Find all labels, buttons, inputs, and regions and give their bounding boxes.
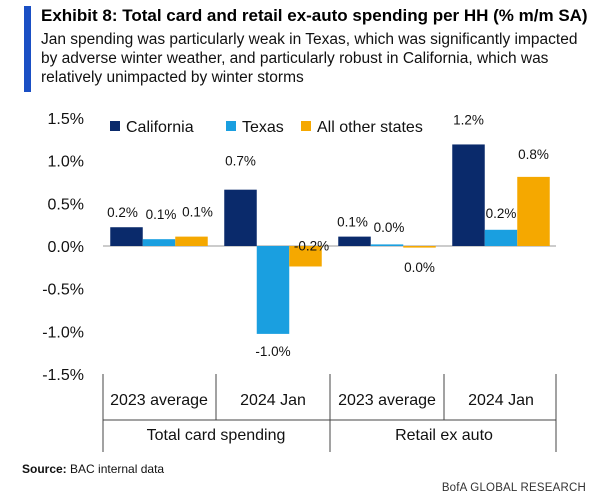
legend-label: All other states bbox=[317, 119, 423, 136]
x-group-label: Retail ex auto bbox=[395, 427, 493, 444]
title-accent-bar bbox=[24, 6, 31, 92]
bar bbox=[175, 236, 208, 246]
y-tick-label: 0.0% bbox=[48, 239, 84, 256]
chart-title: Exhibit 8: Total card and retail ex-auto… bbox=[41, 6, 588, 25]
bar bbox=[142, 239, 176, 246]
bar bbox=[517, 176, 550, 246]
x-tick-label: 2024 Jan bbox=[468, 392, 534, 409]
data-label: 0.1% bbox=[146, 207, 177, 222]
y-tick-label: -1.0% bbox=[42, 324, 84, 341]
legend-swatch bbox=[301, 121, 311, 131]
bar bbox=[224, 189, 257, 246]
data-label: 0.2% bbox=[486, 206, 517, 221]
bar bbox=[370, 244, 404, 246]
y-tick-label: -0.5% bbox=[42, 282, 84, 299]
x-group-label: Total card spending bbox=[147, 427, 286, 444]
data-label: 0.8% bbox=[518, 147, 549, 162]
data-label: 0.2% bbox=[107, 205, 138, 220]
chart-subtitle: Jan spending was particularly weak in Te… bbox=[41, 31, 578, 86]
x-tick-label: 2024 Jan bbox=[240, 392, 306, 409]
source-note: Source: BAC internal data bbox=[22, 462, 164, 476]
data-label: 0.0% bbox=[404, 260, 435, 275]
y-tick-label: -1.5% bbox=[42, 367, 84, 384]
y-tick-label: 0.5% bbox=[48, 196, 84, 213]
legend-swatch bbox=[226, 121, 236, 131]
x-tick-label: 2023 average bbox=[338, 392, 436, 409]
y-tick-label: 1.0% bbox=[48, 154, 84, 171]
bar bbox=[403, 246, 436, 248]
bar bbox=[338, 236, 371, 246]
data-label: 1.2% bbox=[453, 112, 484, 127]
legend-label: Texas bbox=[242, 119, 284, 136]
legend-label: California bbox=[126, 119, 194, 136]
bar bbox=[110, 227, 143, 246]
y-tick-label: 1.5% bbox=[48, 111, 84, 128]
brand-label: BofA GLOBAL RESEARCH bbox=[441, 482, 586, 494]
x-tick-label: 2023 average bbox=[110, 392, 208, 409]
bar bbox=[256, 246, 290, 334]
bar bbox=[289, 246, 322, 267]
data-label: 0.1% bbox=[337, 215, 368, 230]
data-label: 0.1% bbox=[182, 205, 213, 220]
data-label: -0.2% bbox=[294, 238, 329, 253]
bar bbox=[484, 229, 518, 246]
data-label: -1.0% bbox=[255, 344, 290, 359]
source-text: BAC internal data bbox=[70, 462, 165, 476]
source-label: Source: bbox=[22, 462, 67, 476]
legend-swatch bbox=[110, 121, 120, 131]
data-label: 0.0% bbox=[374, 220, 405, 235]
data-label: 0.7% bbox=[225, 154, 256, 169]
bar bbox=[452, 144, 485, 246]
